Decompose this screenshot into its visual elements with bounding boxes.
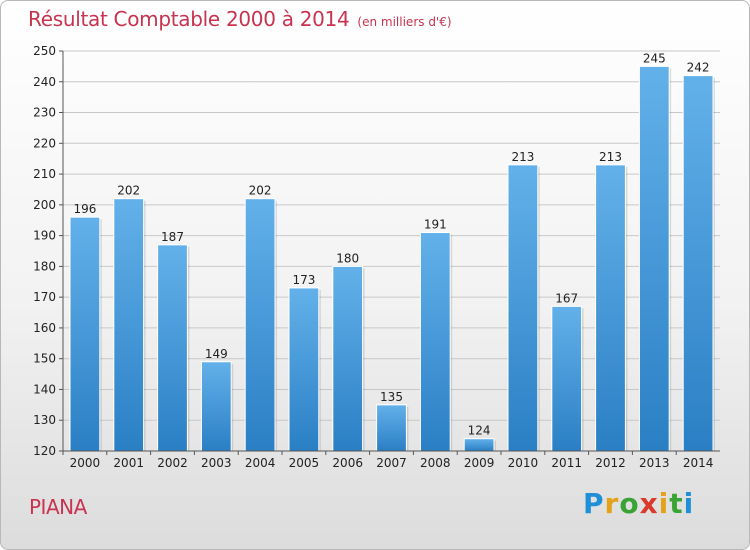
logo-letter: r: [604, 487, 620, 520]
bar-value-label: 242: [687, 61, 710, 75]
y-tick-label: 220: [33, 136, 56, 150]
bar-value-label: 213: [599, 150, 622, 164]
bar-2001: [113, 198, 145, 452]
bars: 196 202 187 149 202 173 180 135 191 124 213 167 213 2…: [69, 51, 715, 452]
y-tick-label: 240: [33, 75, 56, 89]
bar-2003: [200, 361, 232, 452]
logo-letter: o: [619, 487, 640, 520]
y-tick-label: 140: [33, 382, 56, 396]
x-tick-label: 2007: [376, 456, 407, 470]
y-tick-label: 250: [33, 44, 56, 58]
bar-2000: [69, 216, 101, 452]
x-tick-label: 2012: [595, 456, 626, 470]
y-tick-label: 160: [33, 321, 56, 335]
bar-2005: [288, 287, 320, 452]
chart-title-block: Résultat Comptable 2000 à 2014 (en millie…: [28, 7, 452, 31]
bar-2010: [507, 164, 539, 452]
y-tick-label: 210: [33, 167, 56, 181]
bar-2004: [244, 198, 276, 452]
chart-subtitle: (en milliers d'€): [357, 15, 452, 29]
bar-value-label: 149: [205, 347, 228, 361]
y-tick-label: 170: [33, 290, 56, 304]
y-axis: 120 130 140 150 160 170 180 190 200 210 220 230 240 2…: [33, 44, 64, 458]
bar-2006: [332, 265, 364, 452]
bar-2012: [595, 164, 626, 452]
bar-2011: [551, 305, 583, 452]
bar-2008: [419, 232, 451, 452]
bar-2014: [682, 75, 714, 452]
y-tick-label: 150: [33, 352, 56, 366]
logo-letter: t: [669, 487, 684, 520]
logo-letter: x: [639, 487, 659, 520]
y-tick-label: 130: [33, 413, 56, 427]
bar-value-label: 245: [643, 51, 666, 65]
bar-value-label: 191: [424, 218, 447, 232]
y-tick-label: 180: [33, 259, 56, 273]
bar-value-label: 187: [161, 230, 184, 244]
bar-2007: [376, 404, 407, 452]
bar-value-label: 124: [468, 424, 491, 438]
y-tick-label: 190: [33, 229, 56, 243]
y-tick-label: 200: [33, 198, 56, 212]
bar-value-label: 196: [73, 202, 96, 216]
x-tick-label: 2006: [332, 456, 363, 470]
x-axis: 2000 2001 2002 2003 2004 2005 2006 2007 2008 2009…: [62, 450, 720, 470]
x-tick-label: 2014: [683, 456, 714, 470]
logo-letter: i: [683, 487, 695, 520]
x-tick-label: 2004: [245, 456, 276, 470]
bar-value-label: 173: [292, 273, 315, 287]
x-tick-label: 2009: [464, 456, 495, 470]
chart-title: Résultat Comptable 2000 à 2014: [28, 7, 350, 31]
bar-value-label: 202: [117, 184, 140, 198]
x-tick-label: 2002: [157, 456, 188, 470]
bar-value-label: 202: [249, 184, 272, 198]
x-tick-label: 2001: [113, 456, 144, 470]
bar-value-label: 213: [511, 150, 534, 164]
x-tick-label: 2011: [551, 456, 582, 470]
bar-value-label: 180: [336, 251, 359, 265]
x-tick-label: 2000: [70, 456, 101, 470]
bar-2009: [463, 438, 495, 452]
x-tick-label: 2005: [289, 456, 320, 470]
x-tick-label: 2010: [508, 456, 539, 470]
x-tick-label: 2008: [420, 456, 451, 470]
bar-value-label: 135: [380, 390, 403, 404]
y-tick-label: 230: [33, 106, 56, 120]
bar-2002: [157, 244, 188, 452]
y-tick-label: 120: [33, 444, 56, 458]
logo-letter: i: [658, 487, 670, 520]
proxiti-logo: Proxiti: [583, 487, 694, 520]
x-tick-label: 2003: [201, 456, 232, 470]
x-tick-label: 2013: [639, 456, 670, 470]
bar-value-label: 167: [555, 291, 578, 305]
bar-2013: [638, 65, 670, 452]
city-name: PIANA: [29, 495, 87, 519]
logo-letter: P: [583, 487, 605, 520]
